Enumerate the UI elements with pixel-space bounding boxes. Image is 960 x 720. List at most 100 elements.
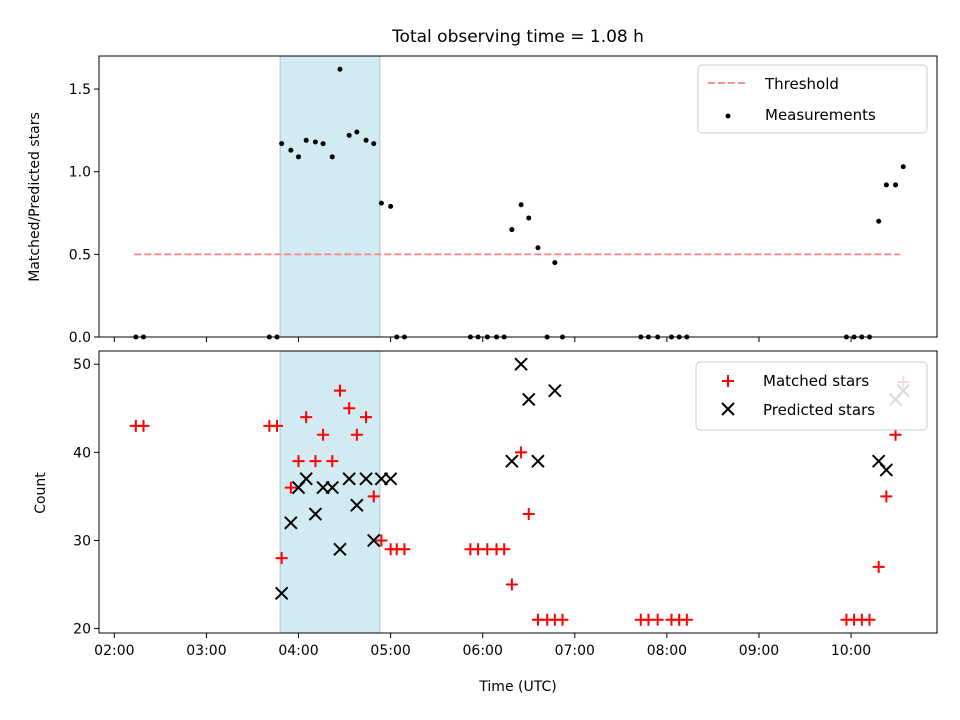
ratio-panel: 0.0 0.5 1.0 1.5 Total observing time = 1.08… (27, 27, 938, 346)
matched-stars-point (522, 508, 535, 521)
matched-stars-point (680, 613, 693, 626)
matched-stars-point (333, 384, 346, 397)
x-tick-label: 03:00 (186, 643, 226, 659)
matched-stars-point (360, 411, 373, 424)
x-tick-label: 02:00 (94, 643, 134, 659)
observing-window-span (279, 350, 381, 634)
chart-title: Total observing time = 1.08 h (391, 27, 644, 47)
predicted-stars-point (299, 472, 313, 486)
y-tick-label: 40 (73, 445, 91, 461)
matched-stars-point (284, 481, 297, 494)
count-legend-box (695, 361, 928, 431)
predicted-stars-point (522, 392, 536, 407)
matched-stars-point (300, 411, 313, 424)
time-x-axis-label: Time (UTC) (478, 679, 556, 695)
predicted-legend-label: Predicted stars (763, 401, 875, 419)
matched-stars-point (317, 428, 330, 441)
predicted-stars-point (505, 454, 519, 468)
y-tick-label: 1.0 (69, 165, 91, 181)
observing-window-span (279, 55, 381, 338)
measurement-point (535, 245, 541, 251)
count-axis-ticks: 20 30 40 50 (73, 357, 99, 638)
matched-stars-point (326, 455, 339, 468)
matched-stars-point (556, 613, 569, 626)
predicted-stars-point (359, 472, 373, 486)
predicted-stars-point (325, 480, 339, 495)
matched-stars-point (498, 543, 511, 556)
measurement-point (900, 164, 906, 170)
matched-stars-point (889, 428, 902, 441)
measurements-legend-label: Measurements (765, 106, 876, 124)
matched-stars-points (129, 375, 910, 626)
y-tick-label: 20 (73, 622, 91, 638)
y-tick-label: 0.5 (69, 247, 91, 263)
predicted-stars-point (308, 507, 323, 521)
matched-stars-point (275, 552, 288, 565)
x-tick-label: 10:00 (831, 643, 871, 659)
measurement-point (893, 182, 899, 188)
measurement-point (337, 66, 343, 72)
predicted-stars-point (284, 516, 298, 530)
predicted-stars-point (548, 383, 562, 398)
measurement-point (371, 141, 377, 147)
measurement-point (378, 200, 384, 206)
measurement-point (883, 182, 889, 188)
x-tick-label: 05:00 (370, 643, 410, 659)
x-tick-label: 09:00 (739, 643, 779, 659)
measurements-legend-swatch (725, 113, 731, 119)
predicted-stars-point (531, 454, 545, 468)
ratio-y-axis-label: Matched/Predicted stars (27, 112, 43, 282)
predicted-stars-point (350, 498, 364, 512)
matched-stars-point (343, 402, 356, 415)
measurement-point (509, 227, 515, 233)
count-plot-frame (98, 350, 938, 634)
threshold-legend-label: Threshold (764, 75, 839, 93)
measurement-point (320, 141, 326, 147)
matched-stars-point (515, 446, 528, 459)
measurement-point (363, 137, 369, 143)
measurement-point (388, 203, 394, 209)
matched-stars-point (863, 613, 876, 626)
matched-stars-point (872, 560, 885, 573)
matched-stars-point (292, 455, 305, 468)
matched-stars-point (271, 419, 284, 432)
predicted-stars-point (383, 472, 398, 486)
measurement-point (279, 141, 285, 147)
matched-stars-point (398, 543, 411, 556)
predicted-stars-point (274, 586, 289, 601)
ratio-plot-frame (98, 55, 938, 338)
matched-stars-point (309, 455, 322, 468)
predicted-stars-point (514, 357, 528, 371)
measurement-point (312, 139, 318, 145)
measurement-point (518, 202, 524, 208)
ratio-axis-ticks: 0.0 0.5 1.0 1.5 (69, 82, 99, 346)
matched-legend-swatch (722, 375, 734, 387)
predicted-stars-points (274, 357, 910, 601)
measurement-point (526, 215, 532, 221)
x-tick-label: 07:00 (555, 643, 595, 659)
measurement-point (346, 132, 352, 138)
x-tick-label: 08:00 (647, 643, 687, 659)
matched-stars-point (880, 490, 893, 503)
x-tick-label: 04:00 (278, 643, 318, 659)
predicted-stars-point (367, 533, 381, 548)
matched-stars-point (651, 613, 664, 626)
measurement-point (288, 147, 294, 153)
predicted-stars-point (342, 472, 356, 486)
ratio-legend: Threshold Measurements (697, 64, 928, 134)
count-y-axis-label: Count (33, 472, 49, 514)
y-tick-label: 1.5 (69, 82, 91, 98)
measurement-point (329, 154, 335, 160)
matched-stars-point (350, 428, 363, 441)
measurement-point (296, 154, 302, 160)
y-tick-label: 30 (73, 533, 91, 549)
predicted-stars-point (879, 463, 894, 477)
matched-legend-label: Matched stars (763, 372, 869, 390)
measurement-point (552, 260, 558, 266)
matched-stars-point (375, 534, 388, 547)
matched-stars-point (367, 490, 380, 503)
y-tick-label: 50 (73, 357, 91, 373)
time-axis-ticks: 02:00 03:00 04:00 05:00 06:00 07:00 08:00 09:00… (94, 633, 871, 659)
